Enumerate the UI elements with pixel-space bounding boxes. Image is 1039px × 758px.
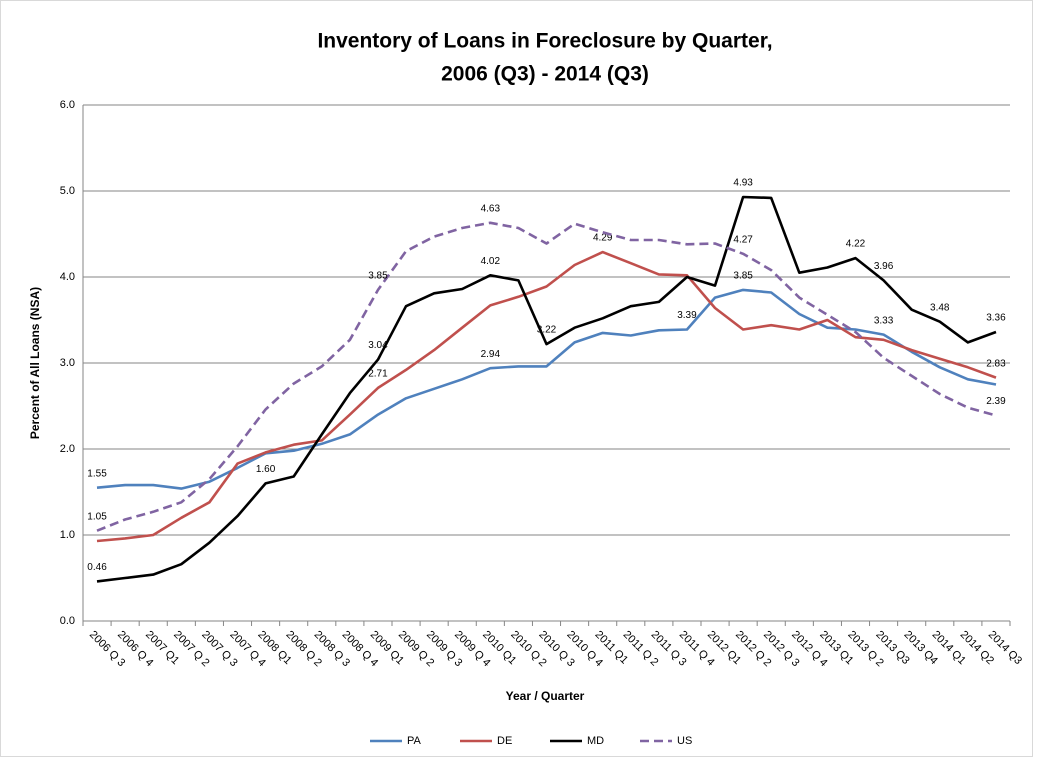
data-label: 3.96: [874, 261, 894, 272]
line-series: [96, 288, 997, 490]
y-tick-label: 2.0: [60, 443, 75, 455]
y-axis-label: Percent of All Loans (NSA): [28, 287, 42, 439]
line-series: [96, 250, 997, 543]
data-label: 3.33: [874, 315, 894, 326]
data-label: 1.55: [87, 468, 107, 479]
data-label: 1.60: [256, 464, 276, 475]
line-series: [96, 221, 997, 532]
data-label: 3.85: [368, 271, 388, 282]
legend-label: PA: [407, 735, 422, 747]
data-label: 4.93: [733, 178, 753, 189]
y-tick-label: 4.0: [60, 271, 75, 283]
legend-label: MD: [587, 735, 604, 747]
y-tick-label: 6.0: [60, 99, 75, 111]
data-label: 3.04: [368, 340, 388, 351]
legend-label: DE: [497, 735, 512, 747]
data-label: 4.63: [481, 203, 501, 214]
data-label: 3.39: [677, 310, 697, 321]
y-tick-label: 1.0: [60, 529, 75, 541]
data-label: 3.36: [986, 313, 1006, 324]
data-label: 4.29: [593, 233, 613, 244]
data-label: 2.39: [986, 396, 1006, 407]
y-tick-label: 5.0: [60, 185, 75, 197]
legend-label: US: [677, 735, 692, 747]
data-label: 2.71: [368, 369, 388, 380]
data-label: 4.27: [733, 234, 753, 245]
y-tick-label: 0.0: [60, 615, 75, 627]
data-label: 2.83: [986, 358, 1006, 369]
data-label: 4.02: [481, 256, 501, 267]
data-label: 3.85: [733, 271, 753, 282]
chart-title: Inventory of Loans in Foreclosure by Qua…: [317, 30, 772, 53]
data-label: 0.46: [87, 562, 107, 573]
chart-title: 2006 (Q3) - 2014 (Q3): [441, 63, 649, 86]
data-label: 3.22: [537, 325, 557, 336]
y-tick-label: 3.0: [60, 357, 75, 369]
line-series: [96, 195, 997, 583]
data-label: 4.22: [846, 239, 866, 250]
data-label: 1.05: [87, 511, 107, 522]
x-axis-label: Year / Quarter: [506, 689, 585, 703]
data-label: 3.48: [930, 302, 950, 313]
data-label: 2.94: [481, 349, 501, 360]
